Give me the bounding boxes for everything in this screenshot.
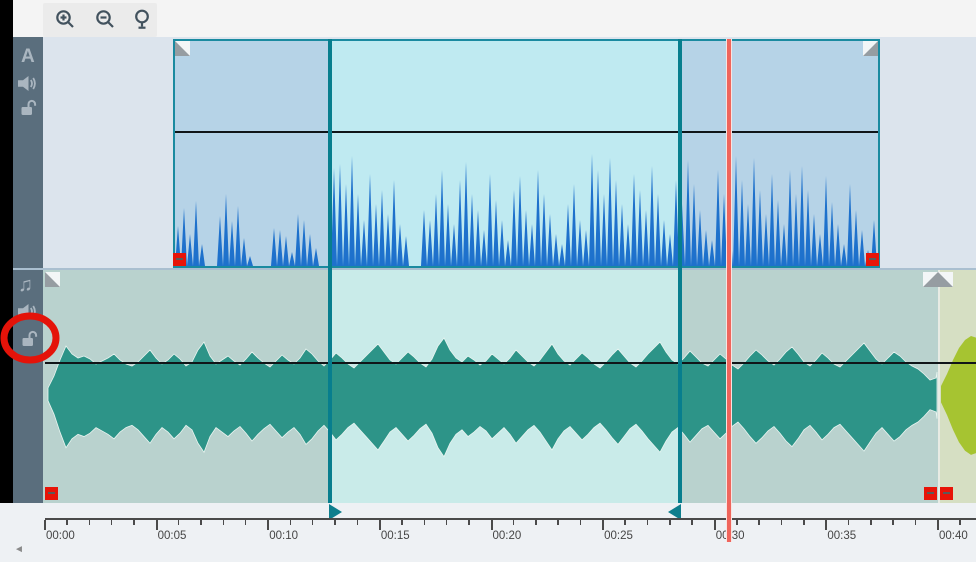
ruler-major-tick [490, 520, 493, 530]
ruler-minor-tick [468, 520, 470, 525]
ruler-major-tick [44, 520, 46, 530]
ruler-label: 00:00 [46, 530, 75, 542]
zoom-out-icon [92, 9, 118, 31]
track2-music-note-icon[interactable]: ♫ [18, 274, 33, 296]
ruler-major-tick [937, 520, 939, 530]
track2-clip2-start-marker[interactable] [940, 487, 953, 500]
ruler-label: 00:05 [157, 530, 187, 542]
track1-lock-open-icon[interactable] [20, 99, 39, 121]
ruler-major-tick [267, 520, 270, 530]
track2-lock-open-icon[interactable] [21, 330, 40, 352]
zoom-fit-icon [130, 9, 156, 31]
ruler-minor-tick [401, 520, 403, 525]
ruler-minor-tick [557, 520, 559, 525]
ruler-minor-tick [66, 520, 68, 525]
ruler-minor-tick [892, 520, 894, 525]
ruler-minor-tick [200, 520, 202, 525]
ruler-minor-tick [803, 520, 805, 525]
ruler-major-tick [713, 520, 716, 530]
track-divider [13, 268, 976, 270]
track1-fade-in-handle[interactable] [174, 41, 190, 56]
track2-volume-envelope-line[interactable] [45, 362, 976, 364]
ruler-minor-tick [110, 520, 113, 525]
ruler-minor-tick [669, 520, 671, 525]
track2-clip1-end-marker[interactable] [924, 487, 937, 500]
track2-clip-start-marker[interactable] [45, 487, 58, 500]
track2-crossfade-out-handle[interactable] [923, 272, 938, 287]
ruler-minor-tick [423, 520, 426, 525]
track1-speaker-icon[interactable] [18, 75, 38, 97]
top-bar [13, 0, 976, 37]
track1-fade-out-handle[interactable] [863, 41, 879, 56]
track1-clip-start-marker[interactable] [172, 253, 186, 266]
track1-volume-envelope-line[interactable] [174, 131, 879, 133]
ruler-minor-tick [512, 520, 515, 525]
ruler-minor-tick [691, 520, 693, 525]
ruler-minor-tick [579, 520, 582, 525]
ruler-minor-tick [758, 520, 760, 525]
zoom-in-icon [52, 9, 78, 31]
ruler-minor-tick [914, 520, 917, 525]
ruler-minor-tick [646, 520, 649, 525]
ruler-label: 00:40 [939, 530, 968, 542]
ruler-minor-tick [870, 520, 872, 525]
ruler-minor-tick [289, 520, 292, 525]
minus-icon [943, 492, 950, 494]
left-black-border [0, 0, 13, 503]
minus-icon [48, 492, 55, 494]
ruler-label: 00:15 [380, 530, 410, 542]
ruler-minor-tick [959, 520, 961, 525]
ruler-minor-tick [222, 520, 225, 525]
track1-text-track-icon[interactable]: A [21, 46, 35, 67]
ruler-minor-tick [535, 520, 537, 525]
clip-boundary-line [938, 270, 940, 503]
track1-selection-overlay [330, 41, 681, 266]
ruler-major-tick [825, 520, 828, 530]
minus-icon [927, 492, 934, 494]
track2-crossfade-in-handle[interactable] [938, 272, 953, 287]
ruler-minor-tick [133, 520, 135, 525]
timeline-gutter [0, 503, 976, 562]
minus-icon [869, 258, 877, 260]
ruler-baseline [45, 518, 976, 520]
ruler-minor-tick [88, 520, 91, 525]
minus-icon [175, 258, 183, 260]
ruler-minor-tick [780, 520, 783, 525]
ruler-label: 00:10 [269, 530, 299, 542]
track2-selection-overlay [330, 270, 681, 503]
track2-speaker-icon[interactable] [18, 303, 38, 325]
selection-end-handle[interactable] [668, 504, 682, 520]
scroll-left-arrow[interactable]: ◄ [14, 544, 24, 555]
ruler-label: 00:20 [492, 530, 522, 542]
zoom-fit-button[interactable] [130, 7, 156, 33]
selection-start-handle[interactable] [329, 504, 343, 520]
ruler-minor-tick [356, 520, 359, 525]
ruler-major-tick [155, 520, 158, 530]
track2-audio-clip2[interactable] [940, 270, 976, 503]
ruler-label: 00:35 [827, 530, 857, 542]
selection-end-line[interactable] [678, 39, 683, 503]
ruler-minor-tick [445, 520, 448, 525]
selection-start-line[interactable] [328, 39, 333, 503]
timeline-ruler[interactable]: 00:0000:0500:1000:1500:2000:2500:3000:35… [0, 503, 976, 562]
ruler-minor-tick [624, 520, 626, 525]
ruler-minor-tick [177, 520, 180, 525]
zoom-in-button[interactable] [52, 7, 78, 33]
ruler-minor-tick [847, 520, 850, 525]
ruler-minor-tick [334, 520, 336, 525]
zoom-out-button[interactable] [92, 7, 118, 33]
ruler-major-tick [378, 520, 381, 530]
playhead[interactable] [725, 39, 732, 542]
ruler-label: 00:25 [604, 530, 633, 542]
ruler-minor-tick [736, 520, 738, 525]
ruler-minor-tick [311, 520, 314, 525]
track1-clip-end-marker[interactable] [866, 253, 880, 266]
track2-fade-in-handle[interactable] [45, 272, 60, 287]
ruler-major-tick [602, 520, 605, 530]
ruler-minor-tick [244, 520, 247, 525]
